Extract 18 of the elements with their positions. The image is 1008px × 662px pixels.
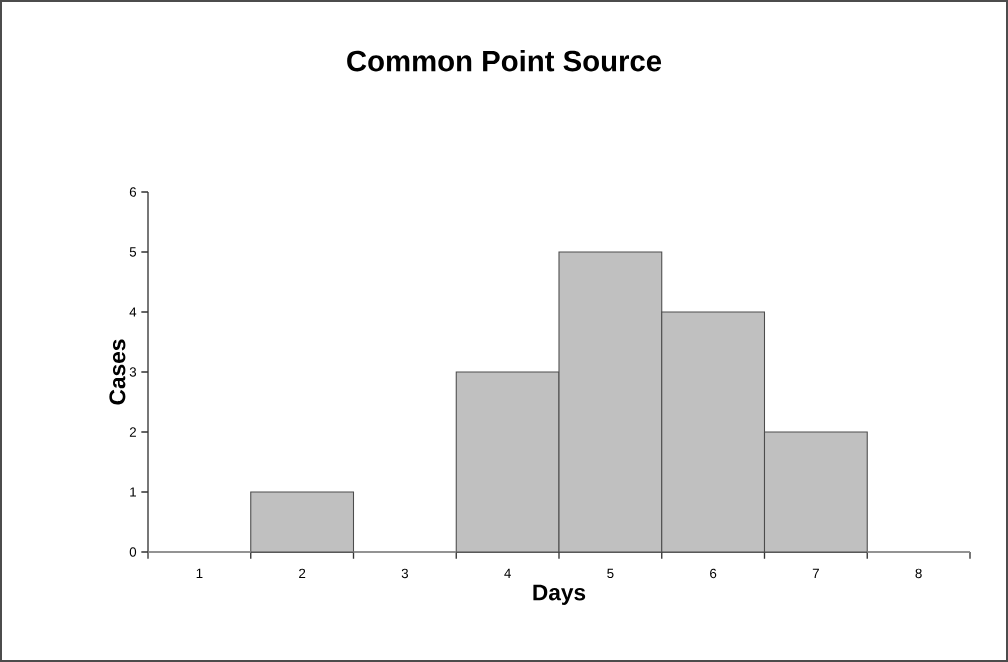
chart-title: Common Point Source	[347, 49, 662, 72]
x-tick-label: 3	[401, 568, 409, 579]
y-axis-title: Cases	[109, 339, 126, 405]
x-tick-label: 8	[915, 568, 922, 579]
x-tick-label: 4	[504, 568, 511, 578]
x-axis-title: Days	[533, 584, 586, 605]
x-tick-label: 2	[299, 568, 306, 579]
x-tick-label: 1	[196, 568, 203, 578]
x-tick-label: 7	[812, 568, 819, 578]
y-tick-label: 1	[130, 487, 136, 497]
x-tick-label: 6	[710, 568, 717, 579]
y-tick-label: 4	[129, 307, 137, 317]
y-tick-label: 0	[129, 547, 137, 557]
y-tick-label: 2	[129, 427, 136, 437]
y-tick-label: 5	[129, 247, 137, 257]
x-tick-label: 5	[607, 568, 614, 579]
y-tick-label: 6	[129, 187, 137, 197]
y-tick-label: 3	[129, 367, 137, 377]
